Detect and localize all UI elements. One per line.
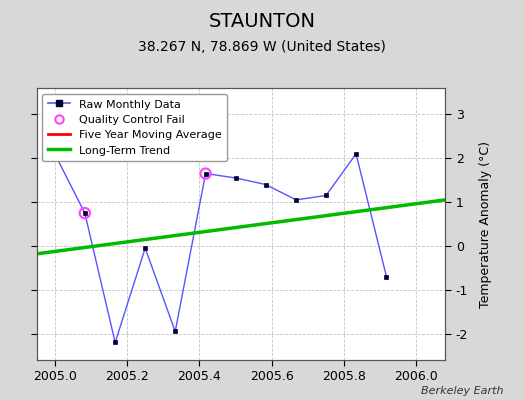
Raw Monthly Data [233, 176, 239, 180]
Raw Monthly Data [142, 246, 148, 250]
Line: Raw Monthly Data: Raw Monthly Data [53, 152, 388, 344]
Raw Monthly Data [353, 152, 359, 156]
Text: 38.267 N, 78.869 W (United States): 38.267 N, 78.869 W (United States) [138, 40, 386, 54]
Raw Monthly Data [323, 193, 329, 198]
Raw Monthly Data [293, 198, 299, 202]
Raw Monthly Data [112, 340, 118, 345]
Raw Monthly Data [263, 182, 269, 187]
Text: Berkeley Earth: Berkeley Earth [421, 386, 503, 396]
Raw Monthly Data [172, 329, 178, 334]
Raw Monthly Data [202, 171, 209, 176]
Quality Control Fail [81, 210, 89, 216]
Raw Monthly Data [383, 274, 389, 279]
Raw Monthly Data [82, 211, 88, 216]
Legend: Raw Monthly Data, Quality Control Fail, Five Year Moving Average, Long-Term Tren: Raw Monthly Data, Quality Control Fail, … [42, 94, 227, 161]
Quality Control Fail [201, 170, 210, 177]
Text: STAUNTON: STAUNTON [209, 12, 315, 31]
Raw Monthly Data [52, 152, 58, 156]
Y-axis label: Temperature Anomaly (°C): Temperature Anomaly (°C) [479, 140, 493, 308]
